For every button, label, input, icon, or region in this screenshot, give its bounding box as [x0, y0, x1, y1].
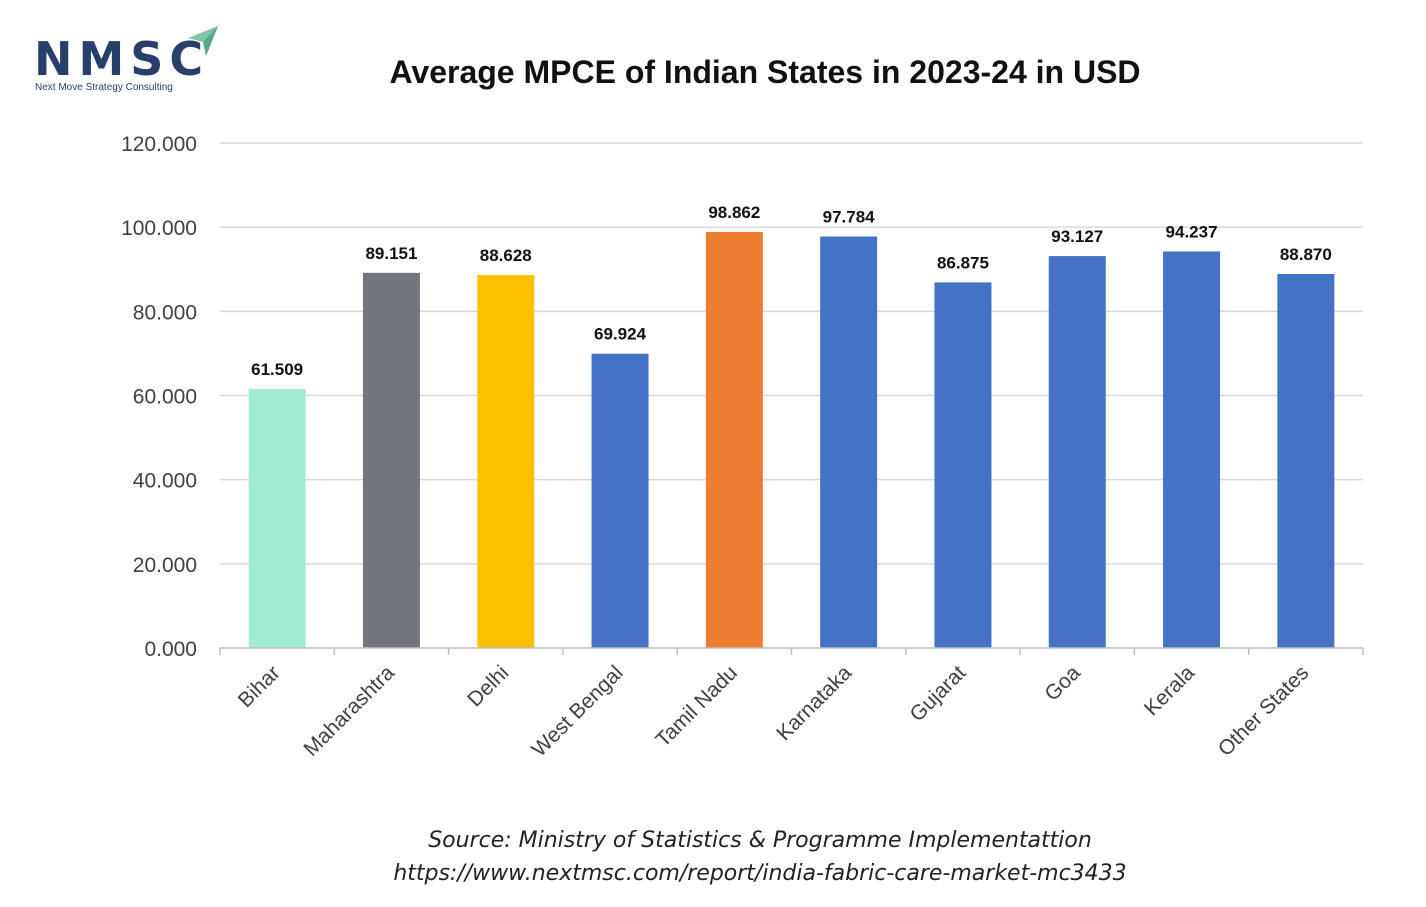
data-label: 93.127 [1051, 227, 1103, 246]
y-tick-label: 60.000 [133, 386, 197, 409]
y-tick-label: 0.000 [144, 638, 197, 661]
bar [248, 389, 306, 648]
y-axis-tick-labels: 0.000 20.000 40.000 60.000 80.000 100.000 120.… [121, 133, 197, 661]
x-tick-label: Tamil Nadu [651, 661, 742, 752]
chart-title: Average MPCE of Indian States in 2023-24… [389, 54, 1141, 90]
x-tick-label: Karnataka [772, 661, 856, 745]
data-label: 86.875 [937, 253, 989, 272]
data-label: 61.509 [251, 360, 303, 379]
logo-tagline: Next Move Strategy Consulting [35, 82, 173, 93]
data-label: 97.784 [823, 207, 876, 226]
data-label: 88.870 [1280, 245, 1332, 264]
bar [705, 231, 763, 648]
data-label: 94.237 [1166, 222, 1218, 241]
bar [362, 272, 420, 648]
bar [1277, 274, 1335, 648]
bar [1163, 251, 1221, 648]
y-tick-label: 80.000 [133, 301, 197, 324]
source-url: https://www.nextmsc.com/report/india-fab… [393, 861, 1127, 886]
bar [1048, 256, 1106, 648]
x-axis-tick-labels: Bihar Maharashtra Delhi West Bengal Tamil Na… [234, 661, 1314, 761]
bar [934, 282, 992, 648]
y-tick-label: 20.000 [133, 554, 197, 577]
bar [591, 353, 649, 648]
x-tick-label: Bihar [234, 661, 285, 712]
data-label: 88.628 [480, 246, 532, 265]
source-text: Source: Ministry of Statistics & Program… [428, 828, 1092, 853]
x-tick-label: Kerala [1140, 661, 1199, 720]
x-tick-label: Gujarat [906, 661, 971, 726]
paper-plane-icon [188, 26, 218, 56]
bar [477, 275, 535, 648]
x-tick-label: Other States [1214, 661, 1314, 761]
x-tick-label: Maharashtra [299, 661, 399, 761]
data-label: 69.924 [594, 325, 647, 344]
logo-wordmark: NMSC [34, 32, 210, 86]
bar [820, 236, 878, 648]
x-tick-label: Goa [1040, 661, 1085, 706]
x-axis [219, 647, 1364, 655]
nmsc-logo: NMSC Next Move Strategy Consulting [34, 24, 234, 96]
y-tick-label: 100.000 [121, 217, 197, 240]
y-tick-label: 40.000 [133, 470, 197, 493]
data-labels: 61.509 89.151 88.628 69.924 98.862 97.784 86.8… [251, 203, 1332, 379]
x-tick-label: Delhi [463, 661, 513, 711]
y-tick-label: 120.000 [121, 133, 197, 156]
bars [248, 231, 1335, 648]
x-tick-label: West Bengal [527, 661, 627, 761]
data-label: 98.862 [708, 203, 760, 222]
data-label: 89.151 [365, 244, 417, 263]
